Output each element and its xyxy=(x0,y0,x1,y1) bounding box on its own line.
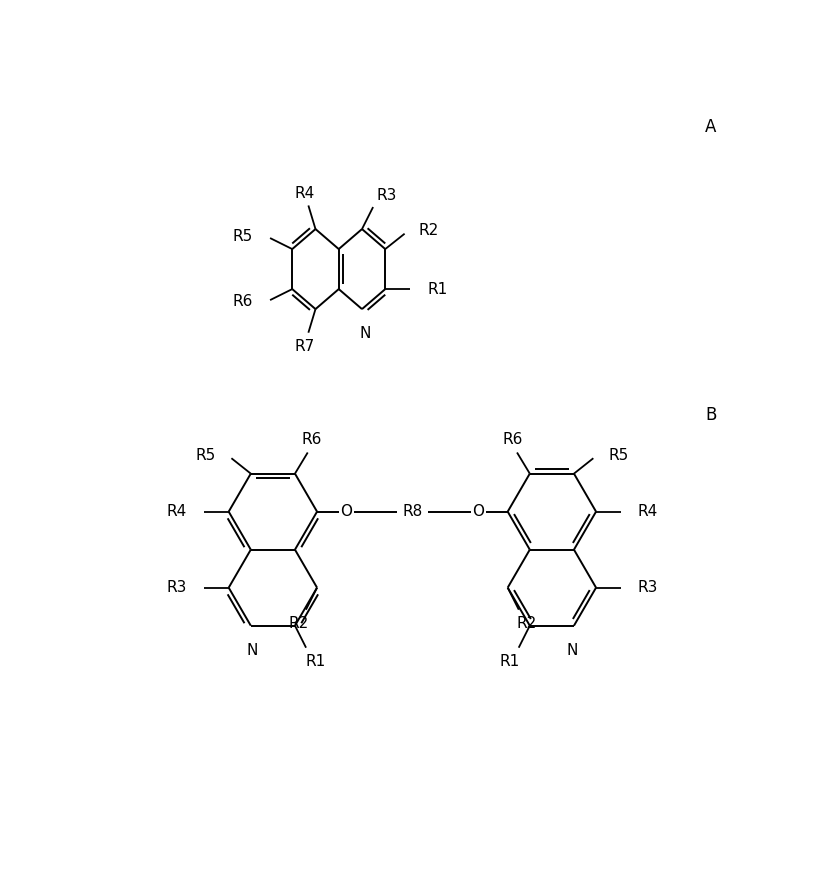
Text: R6: R6 xyxy=(503,432,523,447)
Text: R2: R2 xyxy=(517,616,536,631)
Text: R1: R1 xyxy=(305,654,325,669)
Text: R2: R2 xyxy=(419,223,439,238)
Text: R8: R8 xyxy=(402,505,423,519)
Text: N: N xyxy=(360,326,371,341)
Text: O: O xyxy=(473,505,484,519)
Text: R7: R7 xyxy=(294,339,314,354)
Text: R3: R3 xyxy=(377,188,397,203)
Text: O: O xyxy=(341,505,352,519)
Text: R3: R3 xyxy=(166,580,187,595)
Text: R4: R4 xyxy=(294,186,314,201)
Text: B: B xyxy=(705,407,717,424)
Text: R4: R4 xyxy=(638,505,658,519)
Text: R5: R5 xyxy=(609,448,629,463)
Text: R1: R1 xyxy=(500,654,519,669)
Text: N: N xyxy=(567,643,578,658)
Text: R2: R2 xyxy=(288,616,308,631)
Text: R1: R1 xyxy=(427,281,447,296)
Text: R5: R5 xyxy=(196,448,216,463)
Text: R6: R6 xyxy=(301,432,322,447)
Text: R4: R4 xyxy=(166,505,187,519)
Text: R6: R6 xyxy=(233,294,253,310)
Text: R3: R3 xyxy=(638,580,658,595)
Text: R5: R5 xyxy=(233,229,253,244)
Text: A: A xyxy=(705,117,717,136)
Text: N: N xyxy=(247,643,258,658)
